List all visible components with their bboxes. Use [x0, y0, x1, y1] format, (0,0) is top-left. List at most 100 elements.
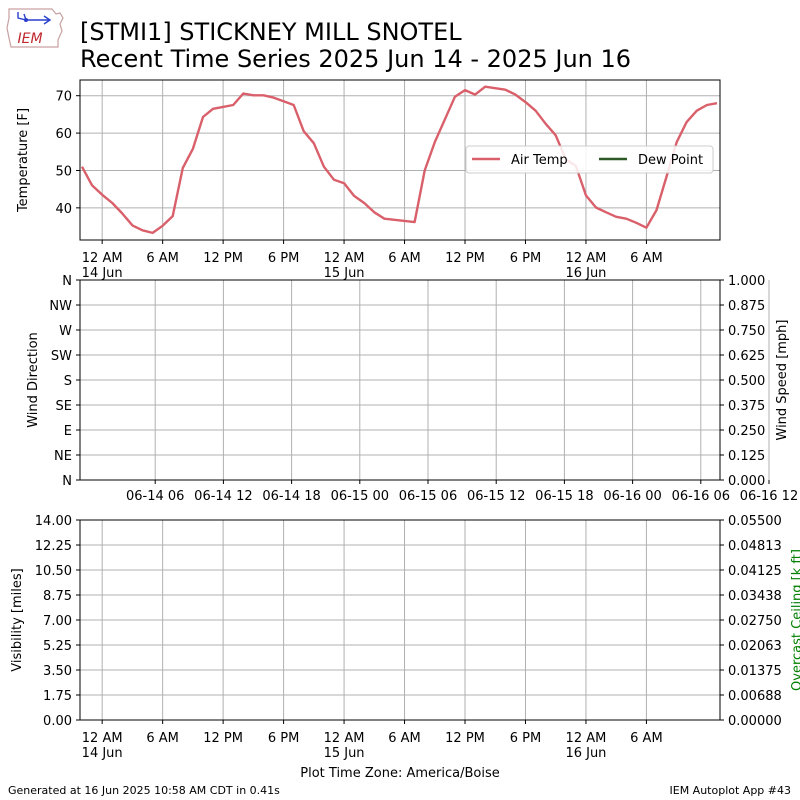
p2-y-tick-label: W	[59, 324, 72, 339]
p3-x-tick-label: 6 AM	[146, 731, 179, 746]
p2-y2-tick-label: 0.875	[728, 299, 765, 314]
p3-x-tick-label: 6 AM	[388, 731, 421, 746]
p3-y2-tick-label: 0.00000	[728, 714, 782, 729]
temp-x-tick-label: 12 AM	[566, 251, 607, 266]
p2-x-tick-label: 06-15 06	[399, 489, 457, 504]
p2-y2-tick-label: 0.000	[728, 474, 765, 489]
autoplot-app-note: IEM Autoplot App #43	[670, 784, 792, 797]
p3-y-tick-label: 12.25	[35, 539, 72, 554]
legend-label-dew-point: Dew Point	[638, 153, 703, 168]
temp-x-tick-label: 6 AM	[630, 251, 663, 266]
p2-y-tick-label: NE	[54, 449, 72, 464]
temperature-y-ticks: 40 50 60 70	[55, 90, 80, 217]
temperature-grid	[80, 80, 720, 240]
p2-y2-tick-label: 0.375	[728, 399, 765, 414]
wind-speed-label: Wind Speed [mph]	[775, 320, 790, 441]
title-line1: [STMI1] STICKNEY MILL SNOTEL	[80, 18, 462, 46]
air-temp-line	[80, 85, 718, 235]
p2-x-tick-label: 06-15 18	[535, 489, 593, 504]
p3-y-tick-label: 10.50	[35, 564, 72, 579]
p3-y-tick-label: 3.50	[43, 664, 72, 679]
wind-grid	[80, 279, 770, 481]
p3-y2-tick-label: 0.03438	[728, 589, 782, 604]
p3-y2-tick-label: 0.04813	[728, 539, 782, 554]
p3-y2-tick-label: 0.00688	[728, 689, 782, 704]
logo-station-dot	[24, 18, 28, 22]
p3-x-tick-label: 12 AM	[324, 731, 365, 746]
p2-y-tick-label: E	[64, 424, 72, 439]
temp-x-tick-label: 12 PM	[445, 251, 485, 266]
p2-x-tick-label: 06-16 06	[672, 489, 730, 504]
p3-x-tick-label: 12 PM	[203, 731, 243, 746]
p3-y2-tick-label: 0.05500	[728, 514, 782, 529]
p3-x-tick-label: 12 AM	[566, 731, 607, 746]
p2-x-tick-label: 06-14 18	[262, 489, 320, 504]
p2-x-tick-label: 06-16 00	[603, 489, 661, 504]
logo-text: IEM	[17, 31, 42, 47]
visibility-panel: 0.001.753.505.257.008.7510.5012.2514.00 …	[10, 514, 800, 761]
p2-y2-tick-label: 0.750	[728, 324, 765, 339]
temp-y-tick-label: 50	[55, 164, 72, 179]
p2-y2-tick-label: 0.625	[728, 349, 765, 364]
temp-x-tick-label: 6 PM	[268, 251, 299, 266]
p3-y2-tick-label: 0.04125	[728, 564, 782, 579]
p3-y-tick-label: 8.75	[43, 589, 72, 604]
temperature-axes-frame	[79, 79, 721, 241]
temp-x-tick-label: 12 AM	[324, 251, 365, 266]
temp-y-tick-label: 60	[55, 127, 72, 142]
p3-y-tick-label: 5.25	[43, 639, 72, 654]
temp-x-tick-date: 15 Jun	[324, 266, 365, 281]
ceiling-ticks: 0.00000 0.00688 0.01375 0.02063 0.02750 0.034…	[720, 514, 782, 729]
temperature-y-label: Temperature [F]	[16, 108, 31, 213]
p2-y-tick-label: SE	[56, 399, 72, 414]
legend-label-air-temp: Air Temp	[511, 153, 568, 168]
temp-x-tick-date: 16 Jun	[565, 266, 606, 281]
wind-x-ticks: 06-14 06 06-14 12 06-14 18 06-15 00 06-15 06…	[126, 480, 798, 504]
p3-x-tick-label: 12 AM	[82, 731, 123, 746]
p3-y2-tick-label: 0.02750	[728, 614, 782, 629]
p2-x-tick-label: 06-15 12	[467, 489, 525, 504]
p2-y-tick-label: N	[62, 474, 72, 489]
p2-x-tick-label: 06-14 12	[194, 489, 252, 504]
p3-y-tick-label: 7.00	[43, 614, 72, 629]
wind-direction-ticks: N NE E SE S SW W NW N	[49, 274, 80, 489]
p3-x-tick-date: 14 Jun	[82, 746, 123, 761]
p2-y2-tick-label: 1.000	[728, 274, 765, 289]
temperature-legend: Air Temp Dew Point	[465, 145, 714, 174]
p3-x-tick-label: 6 AM	[630, 731, 663, 746]
ceiling-y-label: Overcast Ceiling [k ft]	[790, 549, 800, 691]
visibility-y-label: Visibility [miles]	[10, 568, 25, 671]
p2-x-tick-label: 06-14 06	[126, 489, 184, 504]
p2-y-tick-label: N	[62, 274, 72, 289]
temp-x-tick-label: 6 PM	[510, 251, 541, 266]
visibility-ticks: 0.00 1.75 3.50 5.25 7.00 8.75 10.50 12.25 14.00	[35, 514, 80, 729]
iem-logo: IEM	[6, 8, 64, 48]
p2-x-tick-label: 06-15 00	[331, 489, 389, 504]
wind-speed-ticks: 0.000 0.125 0.250 0.375 0.500 0.625 0.750 0.875…	[720, 274, 765, 489]
p2-y-tick-label: NW	[49, 299, 72, 314]
temp-y-tick-label: 40	[55, 202, 72, 217]
p2-y2-tick-label: 0.500	[728, 374, 765, 389]
p3-y-tick-label: 14.00	[35, 514, 72, 529]
plot-time-zone-label: Plot Time Zone: America/Boise	[300, 766, 499, 781]
temp-x-tick-label: 6 AM	[388, 251, 421, 266]
p3-x-tick-label: 6 PM	[510, 731, 541, 746]
p3-x-tick-date: 15 Jun	[324, 746, 365, 761]
temp-x-tick-label: 12 AM	[82, 251, 123, 266]
temp-x-tick-label: 12 PM	[203, 251, 243, 266]
wind-direction-label: Wind Direction	[26, 332, 41, 428]
temp-x-tick-date: 14 Jun	[82, 266, 123, 281]
p2-y-tick-label: SW	[51, 349, 72, 364]
title-line2: Recent Time Series 2025 Jun 14 - 2025 Ju…	[80, 45, 631, 73]
p3-x-tick-date: 16 Jun	[565, 746, 606, 761]
temp-x-tick-label: 6 AM	[146, 251, 179, 266]
p2-y2-tick-label: 0.250	[728, 424, 765, 439]
generated-note: Generated at 16 Jun 2025 10:58 AM CDT in…	[8, 784, 280, 797]
p3-y-tick-label: 1.75	[43, 689, 72, 704]
p2-y-tick-label: S	[64, 374, 72, 389]
